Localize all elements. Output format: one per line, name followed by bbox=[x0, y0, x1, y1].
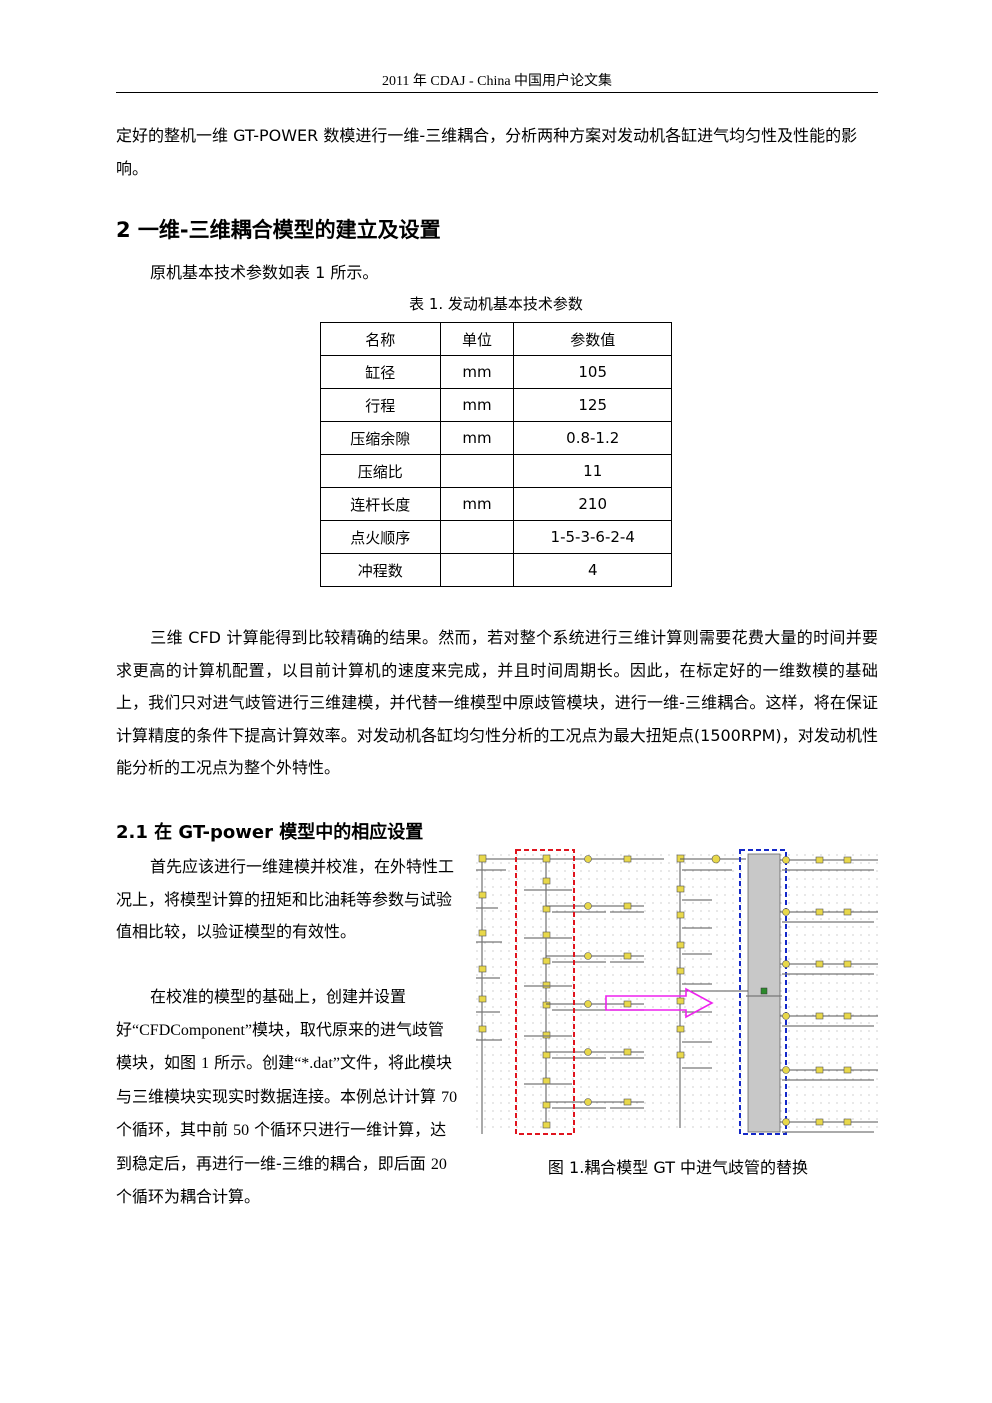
header-unit: 单位 bbox=[439, 322, 515, 356]
left-manifold-components bbox=[542, 854, 551, 1129]
section-2-heading: 2 一维-三维耦合模型的建立及设置 bbox=[116, 218, 441, 242]
cycles-coupled: 20 bbox=[430, 1155, 447, 1173]
gt-model-figure bbox=[476, 846, 880, 1136]
param-unit: mm bbox=[439, 487, 515, 521]
param-name: 缸径 bbox=[320, 355, 441, 389]
right-outlet-blocks bbox=[782, 856, 852, 1126]
table-header-row: 名称 单位 参数值 bbox=[320, 322, 672, 356]
paragraph-1-text: 首先应该进行一维建模并校准，在外特性工况上，将模型计算的扭矩和比油耗等参数与试验… bbox=[116, 857, 455, 941]
right-top-node bbox=[711, 854, 721, 864]
right-tiny-labels bbox=[682, 869, 732, 1069]
p2-text: 文件，将此模块与三维模块实现实时数据连接。本例总计计算 bbox=[116, 1053, 452, 1106]
param-value: 11 bbox=[513, 454, 672, 488]
table-row: 点火顺序 1-5-3-6-2-4 bbox=[320, 520, 672, 554]
param-name: 压缩余隙 bbox=[320, 421, 441, 455]
param-value: 1-5-3-6-2-4 bbox=[513, 520, 672, 554]
running-header: 2011 年 CDAJ - China 中国用户论文集 bbox=[381, 74, 613, 89]
section-2-intro: 原机基本技术参数如表 1 所示。 bbox=[150, 263, 379, 282]
left-tiny-labels bbox=[476, 869, 644, 1109]
param-value: 4 bbox=[513, 553, 672, 587]
header-rule bbox=[116, 92, 878, 93]
dat-file-term: “*.dat” bbox=[294, 1055, 340, 1072]
p2-text: 个循环只进行一维计算，达到稳定后，再进行一维-三维的耦合，即后面 bbox=[116, 1120, 447, 1173]
param-unit bbox=[439, 454, 515, 488]
param-unit bbox=[439, 520, 515, 554]
right-outlet-labels bbox=[782, 869, 874, 1133]
table-row: 冲程数 4 bbox=[320, 553, 672, 587]
table-row: 缸径 mm 105 bbox=[320, 355, 672, 389]
param-value: 210 bbox=[513, 487, 672, 521]
right-outlet-lines bbox=[780, 859, 878, 1123]
table-row: 连杆长度 mm 210 bbox=[320, 487, 672, 521]
param-unit bbox=[439, 553, 515, 587]
section-2-1-heading: 2.1 在 GT-power 模型中的相应设置 bbox=[116, 822, 424, 843]
cfd-paragraph: 三维 CFD 计算能得到比较精确的结果。然而，若对整个系统进行三维计算则需要花费… bbox=[116, 622, 878, 785]
p2-text: 个循环为耦合计算。 bbox=[116, 1187, 261, 1206]
param-name: 冲程数 bbox=[320, 553, 441, 587]
cfd-component-icon bbox=[760, 987, 768, 995]
param-unit: mm bbox=[439, 355, 515, 389]
engine-parameters-table: 名称 单位 参数值 缸径 mm 105 行程 mm 125 压缩余隙 mm 0.… bbox=[320, 322, 672, 587]
param-value: 105 bbox=[513, 355, 672, 389]
left-branch-blocks bbox=[584, 855, 632, 1106]
replacement-arrow-icon bbox=[605, 987, 714, 1019]
original-manifold-red-box bbox=[515, 849, 575, 1135]
cfd-paragraph-text: 三维 CFD 计算能得到比较精确的结果。然而，若对整个系统进行三维计算则需要花费… bbox=[116, 628, 878, 777]
section-2-1-paragraph-2: 在校准的模型的基础上，创建并设置好“CFDComponent”模块，取代原来的进… bbox=[116, 981, 458, 1214]
param-name: 压缩比 bbox=[320, 454, 441, 488]
cycles-1d: 50 bbox=[233, 1122, 250, 1139]
param-unit: mm bbox=[439, 421, 515, 455]
figure-1-caption: 图 1.耦合模型 GT 中进气歧管的替换 bbox=[547, 1158, 809, 1177]
p2-text: 在校准的模型的基础上，创建并设置好 bbox=[116, 987, 407, 1039]
param-value: 125 bbox=[513, 388, 672, 422]
section-2-1-paragraph-1: 首先应该进行一维建模并校准，在外特性工况上，将模型计算的扭矩和比油耗等参数与试验… bbox=[116, 851, 458, 949]
figure-ref: 1 bbox=[201, 1055, 210, 1072]
left-spine-components bbox=[478, 854, 487, 1033]
p2-text: 个循环，其中前 bbox=[116, 1120, 234, 1139]
p2-text: 模块，取代原来的进气歧管模块，如图 bbox=[116, 1019, 445, 1073]
cfd-replacement-blue-box bbox=[739, 849, 787, 1135]
table-row: 压缩余隙 mm 0.8-1.2 bbox=[320, 421, 672, 455]
header-name: 名称 bbox=[320, 322, 441, 356]
table-1-caption: 表 1. 发动机基本技术参数 bbox=[409, 295, 583, 313]
param-name: 行程 bbox=[320, 388, 441, 422]
cycles-total: 70 bbox=[441, 1088, 458, 1106]
cfd-component-term: “CFDComponent” bbox=[132, 1021, 253, 1039]
param-value: 0.8-1.2 bbox=[513, 421, 672, 455]
figure-grid-dots bbox=[476, 850, 880, 1134]
table-row: 行程 mm 125 bbox=[320, 388, 672, 422]
param-unit: mm bbox=[439, 388, 515, 422]
param-name: 连杆长度 bbox=[320, 487, 441, 521]
header-value: 参数值 bbox=[513, 322, 672, 356]
p2-text: 所示。创建 bbox=[209, 1053, 295, 1072]
intro-paragraph: 定好的整机一维 GT-POWER 数模进行一维-三维耦合，分析两种方案对发动机各… bbox=[116, 126, 858, 178]
table-row: 压缩比 11 bbox=[320, 454, 672, 488]
param-name: 点火顺序 bbox=[320, 520, 441, 554]
